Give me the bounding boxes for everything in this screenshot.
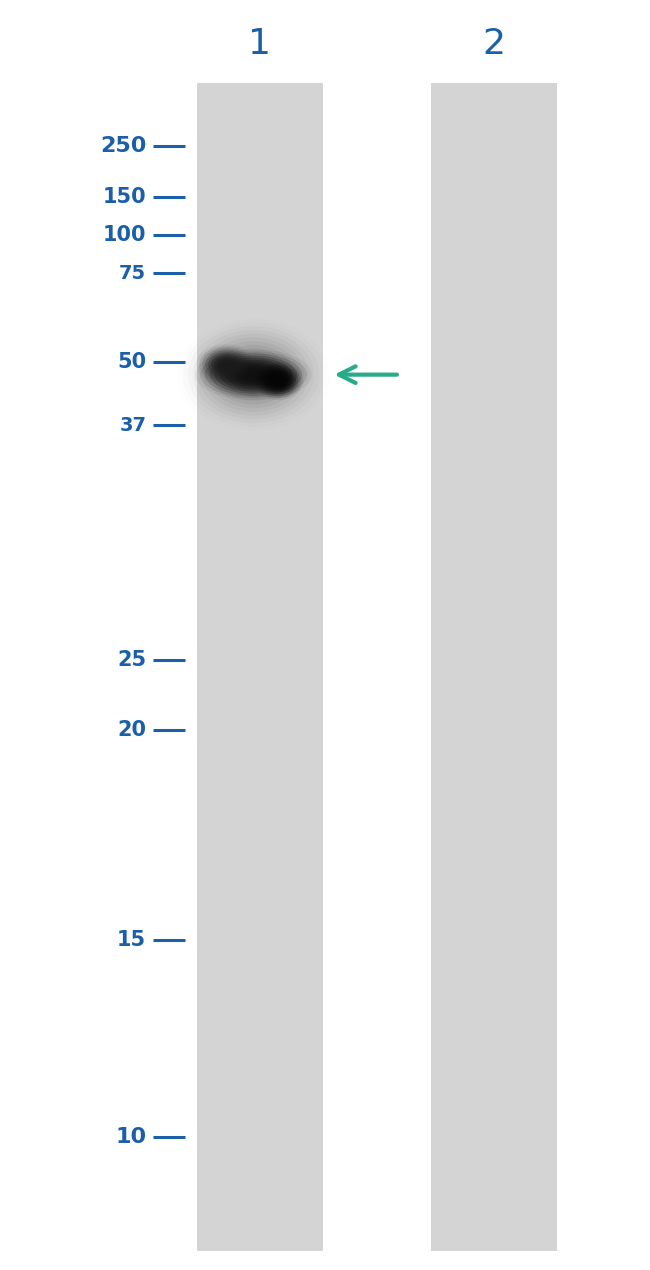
Ellipse shape [274,377,284,385]
Text: 150: 150 [103,187,146,207]
Ellipse shape [202,348,249,381]
Ellipse shape [213,345,294,404]
Ellipse shape [233,359,274,390]
Ellipse shape [234,366,273,384]
Bar [196,83,324,1251]
Ellipse shape [217,358,235,371]
Ellipse shape [196,344,255,385]
Ellipse shape [200,352,307,398]
Ellipse shape [208,342,299,408]
Ellipse shape [205,351,246,378]
Ellipse shape [214,357,237,372]
Text: 1: 1 [248,28,272,61]
Text: 20: 20 [117,720,146,740]
Ellipse shape [264,370,294,392]
Ellipse shape [243,367,264,382]
Ellipse shape [210,356,297,394]
Ellipse shape [228,356,279,394]
Ellipse shape [249,372,258,377]
Ellipse shape [229,364,278,385]
Ellipse shape [200,347,252,382]
Text: 100: 100 [103,225,146,245]
Ellipse shape [248,371,259,378]
Ellipse shape [220,361,231,368]
Ellipse shape [259,366,298,396]
Ellipse shape [262,368,296,394]
Ellipse shape [218,348,289,401]
Ellipse shape [211,354,240,375]
Bar [430,83,558,1251]
Text: 75: 75 [119,264,146,282]
Text: 10: 10 [115,1126,146,1147]
Ellipse shape [223,362,229,367]
Ellipse shape [269,373,289,389]
Ellipse shape [223,352,284,398]
Ellipse shape [276,378,281,384]
Text: 15: 15 [117,930,146,950]
Ellipse shape [224,362,283,387]
Text: 250: 250 [100,136,146,156]
Ellipse shape [220,359,287,390]
Ellipse shape [239,368,268,381]
Ellipse shape [257,363,301,399]
Ellipse shape [266,371,291,391]
Ellipse shape [254,362,304,400]
Text: 2: 2 [482,28,506,61]
Ellipse shape [239,363,268,386]
Text: 25: 25 [117,650,146,671]
Ellipse shape [195,349,312,400]
Ellipse shape [214,358,292,391]
Ellipse shape [208,352,243,377]
Text: 37: 37 [119,417,146,434]
Ellipse shape [272,375,286,386]
Ellipse shape [244,371,263,378]
Ellipse shape [205,353,302,396]
Text: 50: 50 [117,352,146,372]
